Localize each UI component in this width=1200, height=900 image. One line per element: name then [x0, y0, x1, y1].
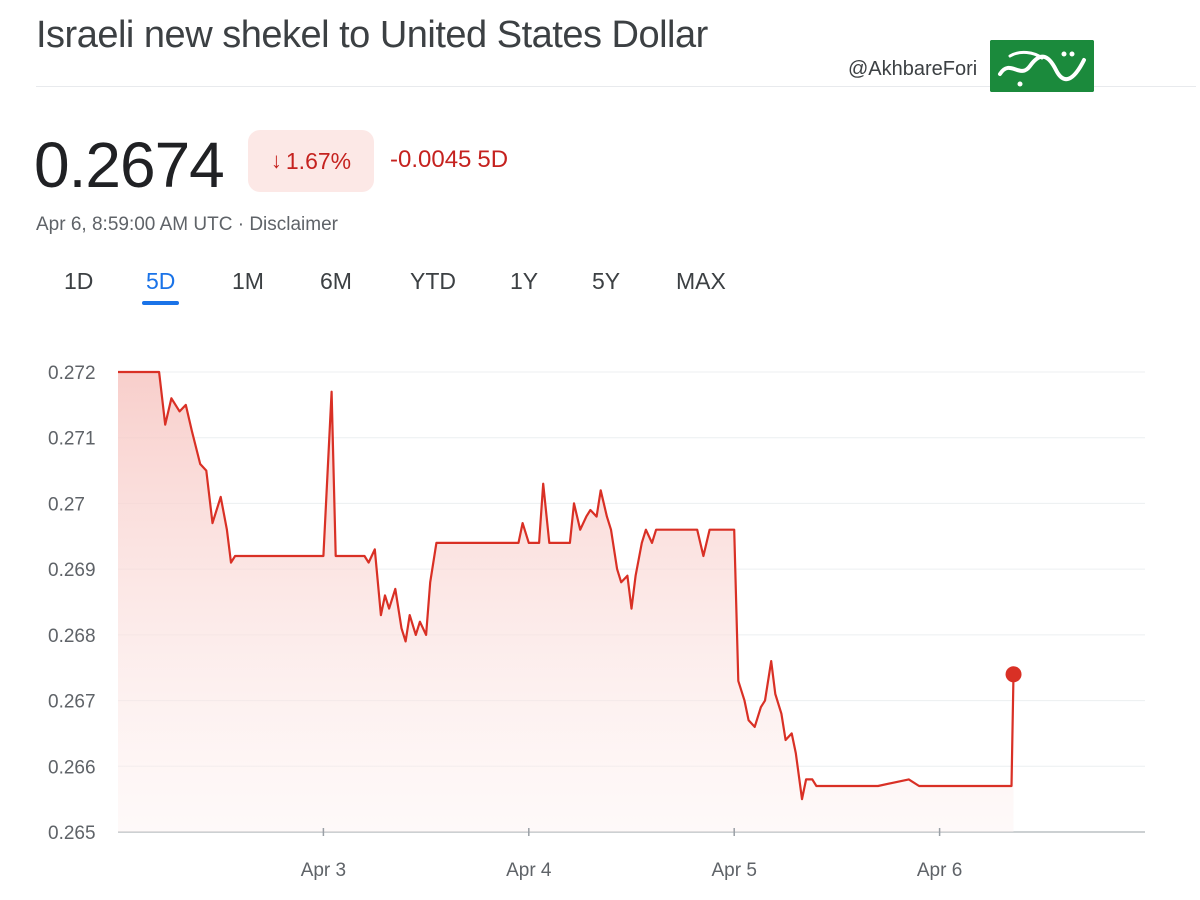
x-axis: Apr 3 Apr 4 Apr 5 Apr 6	[301, 828, 962, 881]
y-tick-label: 0.267	[48, 692, 96, 713]
y-tick-label: 0.271	[48, 429, 96, 450]
chart-line-layer	[118, 370, 1022, 801]
series-line	[118, 370, 1015, 801]
y-tick-label: 0.272	[48, 363, 96, 384]
timestamp-text: Apr 6, 8:59:00 AM UTC	[36, 214, 233, 235]
y-axis-labels: 0.272 0.271 0.27 0.269 0.268 0.267 0.266 0.265	[48, 363, 96, 844]
current-price: 0.2674	[34, 129, 225, 201]
x-tick-label: Apr 4	[506, 860, 552, 881]
y-tick-label: 0.265	[48, 823, 96, 844]
arrow-down-icon: ↓	[270, 148, 282, 173]
tab-6m[interactable]: 6M	[320, 268, 352, 294]
x-tick-label: Apr 5	[711, 860, 756, 881]
tab-1d[interactable]: 1D	[64, 268, 94, 294]
tab-max[interactable]: MAX	[676, 268, 726, 294]
tab-1y[interactable]: 1Y	[510, 268, 539, 294]
tab-ytd[interactable]: YTD	[410, 268, 456, 294]
x-tick-label: Apr 3	[301, 860, 346, 881]
watermark-logo	[990, 40, 1094, 92]
x-tick-label: Apr 6	[917, 860, 962, 881]
quote-timestamp: Apr 6, 8:59:00 AM UTC · Disclaimer	[36, 214, 338, 236]
price-chart[interactable]: 0.2720.2710.270.2690.2680.2670.2660.265 …	[0, 340, 1200, 900]
page-title: Israeli new shekel to United States Doll…	[36, 14, 708, 56]
percent-change-badge: ↓ 1.67%	[248, 130, 374, 192]
separator: ·	[232, 214, 250, 235]
percent-change-value: 1.67%	[285, 147, 352, 174]
disclaimer-link[interactable]: Disclaimer	[249, 214, 338, 235]
y-tick-label: 0.268	[48, 626, 96, 647]
tab-5y[interactable]: 5Y	[592, 268, 621, 294]
last-point-marker	[1005, 666, 1022, 683]
absolute-change-value: -0.0045	[390, 146, 472, 173]
change-period: 5D	[477, 146, 509, 173]
y-tick-label: 0.27	[48, 494, 85, 515]
tab-1m[interactable]: 1M	[232, 268, 264, 294]
y-tick-label: 0.269	[48, 560, 96, 581]
watermark-handle: @AkhbareFori	[848, 58, 978, 80]
chart-area-fill	[118, 372, 1014, 832]
area-fill	[118, 372, 1014, 832]
y-tick-label: 0.266	[48, 757, 96, 778]
tab-5d[interactable]: 5D	[141, 268, 180, 305]
absolute-change: -0.0045 5D	[390, 146, 508, 174]
title-divider	[36, 86, 1196, 87]
